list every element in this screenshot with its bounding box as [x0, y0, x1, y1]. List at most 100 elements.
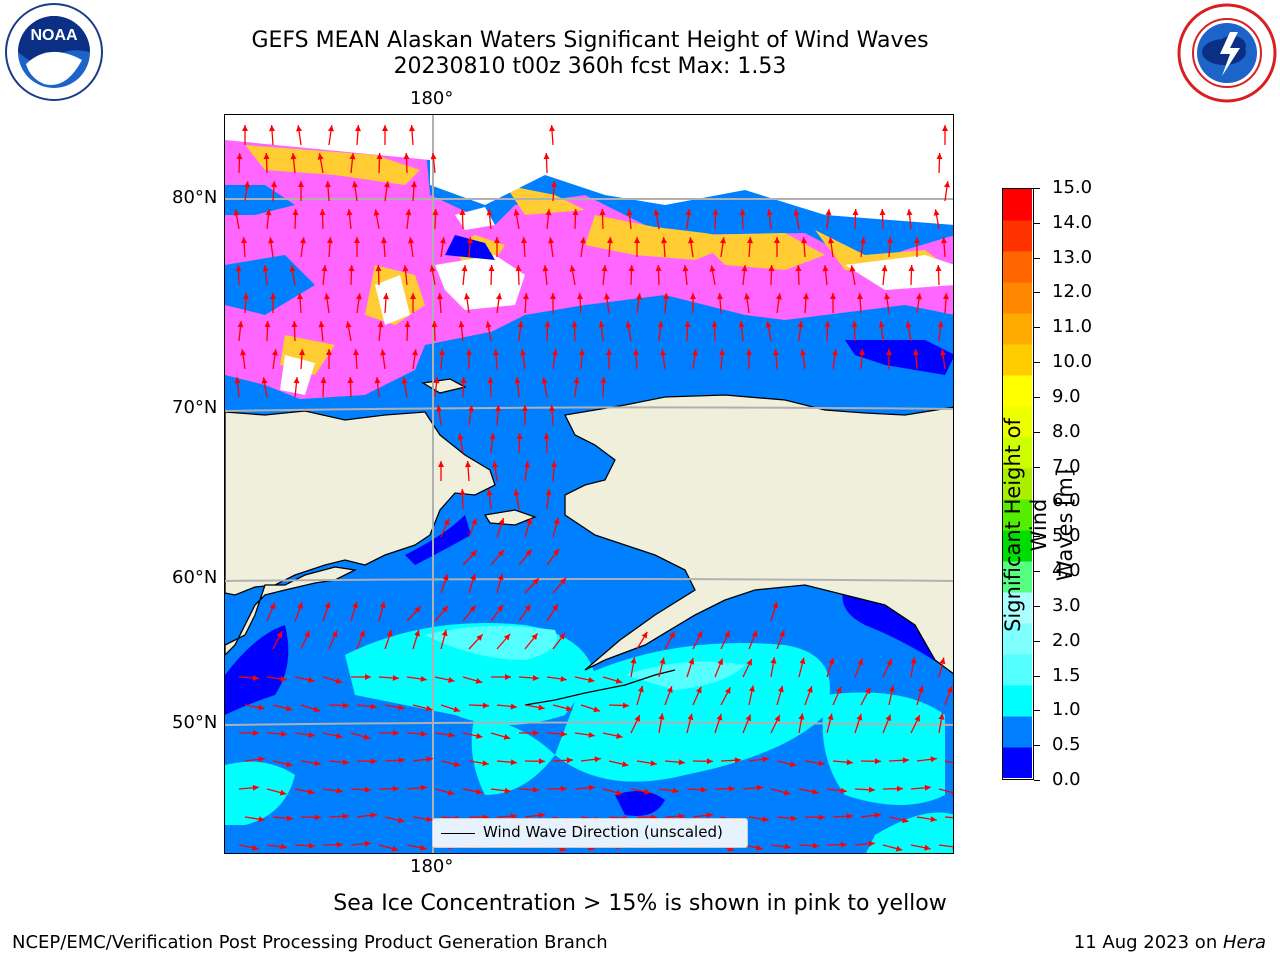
wave-direction-arrowhead	[271, 349, 278, 356]
wave-direction-arrowhead	[874, 758, 881, 765]
wave-direction-arrowhead	[738, 321, 745, 328]
wave-direction-arrowhead	[375, 265, 382, 272]
wave-direction-arrowhead	[604, 293, 611, 300]
wave-direction-arrowhead	[543, 153, 550, 160]
wave-direction-arrowhead	[573, 377, 580, 384]
wave-direction-arrowhead	[560, 675, 567, 682]
wave-direction-arrowhead	[453, 706, 461, 713]
wave-direction-arrowhead	[347, 377, 354, 384]
chart-subtitle: 20230810 t00z 360h fcst Max: 1.53	[393, 54, 787, 79]
wave-direction-arrowhead	[420, 730, 427, 737]
colorbar-tick-label: 1.0	[1052, 699, 1081, 721]
wave-direction-arrowhead	[391, 845, 399, 852]
colorbar-tick-mark	[1034, 188, 1040, 189]
wave-direction-arrowhead	[403, 153, 410, 160]
wave-direction-arrowhead	[884, 293, 891, 300]
wave-direction-arrowhead	[868, 840, 875, 847]
wave-direction-arrowhead	[593, 706, 601, 713]
wave-direction-arrowhead	[756, 784, 763, 791]
wave-direction-arrowhead	[885, 714, 892, 722]
wave-direction-arrowhead	[687, 713, 694, 721]
wave-direction-arrowhead	[852, 209, 859, 216]
wave-direction-arrowhead	[930, 816, 937, 823]
wave-direction-arrowhead	[336, 732, 343, 739]
wave-direction-arrowhead	[874, 812, 881, 819]
wave-direction-arrowhead	[952, 845, 953, 850]
wave-direction-arrowhead	[270, 293, 276, 299]
wave-direction-arrowhead	[466, 237, 473, 244]
wave-direction-arrowhead	[431, 321, 438, 328]
colorbar-label-line1: Significant Height of Wind	[1001, 418, 1051, 632]
wave-direction-arrowhead	[269, 602, 276, 610]
wave-direction-arrowhead	[706, 758, 713, 765]
colorbar-swatch	[1003, 344, 1032, 376]
wave-direction-arrowhead	[304, 630, 310, 638]
wave-direction-arrowhead	[939, 657, 946, 665]
wave-direction-arrowhead	[471, 518, 477, 526]
wave-direction-arrowhead	[538, 758, 545, 765]
wave-direction-arrowhead	[426, 816, 433, 823]
wave-direction-arrowhead	[935, 265, 942, 272]
wave-direction-arrowhead	[840, 787, 847, 794]
wave-direction-arrowhead	[532, 674, 539, 681]
lon-label-top: 180°	[410, 88, 454, 109]
wave-direction-arrowhead	[718, 349, 725, 356]
wave-direction-arrowhead	[503, 733, 511, 740]
wave-direction-arrowhead	[293, 377, 300, 384]
wave-direction-arrowhead	[497, 605, 504, 612]
noaa-logo: NOAA	[4, 2, 104, 102]
wave-direction-arrowhead	[941, 237, 948, 244]
graticule	[225, 115, 953, 853]
colorbar-tick-label: 7.0	[1052, 455, 1081, 477]
wave-direction-arrowhead	[327, 125, 334, 132]
wave-direction-arrowhead	[331, 630, 338, 638]
wave-direction-arrowhead	[476, 634, 483, 641]
land-masses	[225, 378, 953, 706]
wave-direction-arrowhead	[503, 633, 511, 641]
wave-direction-arrowhead	[408, 237, 415, 244]
wave-direction-arrowhead	[489, 433, 496, 440]
wave-direction-arrowhead	[401, 377, 408, 384]
wave-direction-arrowhead	[359, 630, 365, 638]
colorbar-tick-mark	[1034, 222, 1040, 224]
wave-direction-arrowhead	[684, 321, 691, 328]
wave-direction-arrowhead	[600, 377, 607, 384]
wave-direction-arrowhead	[606, 237, 613, 244]
wave-direction-arrowhead	[352, 601, 358, 609]
wave-direction-arrowhead	[497, 549, 505, 557]
wave-direction-arrowhead	[902, 757, 909, 764]
wave-direction-arrowhead	[382, 293, 389, 300]
wave-direction-arrowhead	[637, 685, 644, 693]
footer-right: 11 Aug 2023 on Hera	[1074, 932, 1266, 953]
colorbar-tick-label: 11.0	[1052, 316, 1093, 338]
wave-direction-arrowhead	[453, 761, 461, 768]
wave-direction-arrowhead	[336, 841, 343, 848]
wave-direction-arrowhead	[470, 550, 477, 557]
wave-direction-arrowhead	[409, 125, 416, 132]
wave-direction-arrowhead	[858, 349, 865, 356]
wave-direction-arrowhead	[588, 731, 595, 738]
wave-direction-arrowhead	[234, 377, 241, 384]
legend-line-icon	[441, 833, 475, 834]
wave-direction-arrowhead	[280, 730, 287, 737]
wave-direction-arrowhead	[457, 433, 464, 440]
wave-direction-arrowhead	[888, 685, 895, 692]
wave-direction-arrowhead	[370, 703, 377, 710]
wave-direction-arrowhead	[625, 321, 632, 328]
wave-direction-arrowhead	[458, 321, 465, 328]
wave-direction-arrowhead	[545, 489, 552, 496]
wave-direction-arrowhead	[252, 844, 259, 851]
chart-title: GEFS MEAN Alaskan Waters Significant Hei…	[251, 28, 929, 53]
colorbar-tick-mark	[1034, 675, 1040, 677]
colorbar-swatch	[1003, 654, 1032, 686]
wave-direction-arrowhead	[801, 237, 808, 244]
wave-direction-arrowhead	[370, 758, 377, 765]
wave-direction-arrowhead	[532, 578, 539, 585]
wave-direction-arrowhead	[365, 674, 371, 680]
wave-direction-arrowhead	[382, 125, 388, 131]
wave-direction-arrowhead	[319, 209, 326, 216]
wave-direction-arrowhead	[621, 761, 629, 768]
wave-direction-arrowhead	[308, 731, 315, 738]
wave-direction-arrowhead	[243, 181, 250, 188]
wave-direction-arrowhead	[236, 153, 243, 160]
